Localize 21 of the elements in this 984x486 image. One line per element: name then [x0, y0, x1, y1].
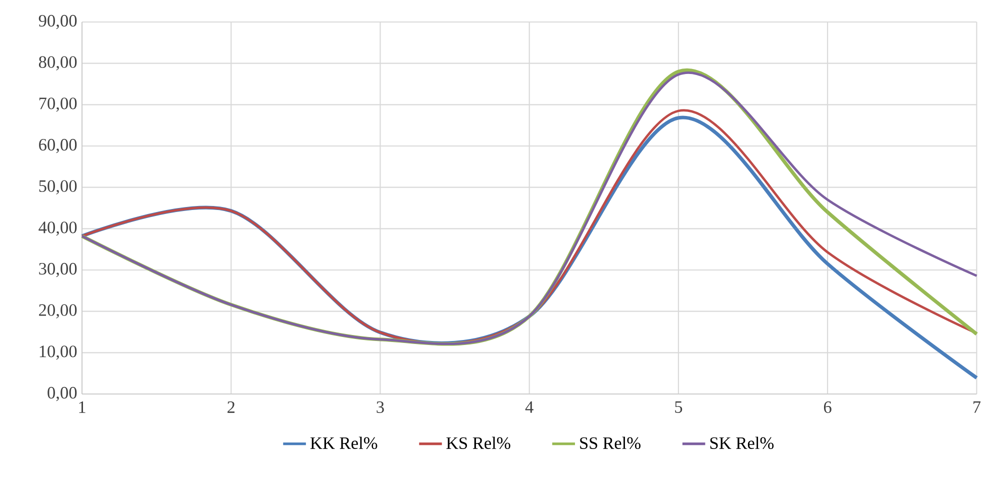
y-tick-label: 30,00: [39, 262, 77, 278]
x-tick-label: 7: [973, 401, 981, 413]
y-tick-label: 0,00: [48, 386, 77, 402]
y-tick-label: 20,00: [39, 304, 77, 318]
y-tick-label: 10,00: [40, 346, 77, 360]
y-tick-label: 40,00: [38, 222, 77, 236]
legend-label: KS Rel%: [446, 436, 510, 450]
legend-label: SS Rel%: [580, 436, 640, 450]
legend-label: SK Rel%: [710, 436, 774, 450]
x-tick-label: 3: [376, 401, 384, 414]
x-tick-label: 1: [79, 401, 86, 413]
legend-label: KK Rel%: [310, 436, 378, 450]
y-tick-label: 90,00: [38, 14, 77, 30]
x-tick-label: 6: [824, 401, 832, 414]
x-tick-label: 4: [525, 401, 534, 413]
y-tick-label: 80,00: [38, 56, 77, 70]
y-tick-label: 70,00: [39, 98, 77, 112]
y-tick-label: 50,00: [39, 180, 77, 194]
y-tick-label: 60,00: [39, 138, 77, 154]
x-tick-label: 2: [228, 401, 234, 413]
x-tick-label: 5: [675, 401, 682, 413]
